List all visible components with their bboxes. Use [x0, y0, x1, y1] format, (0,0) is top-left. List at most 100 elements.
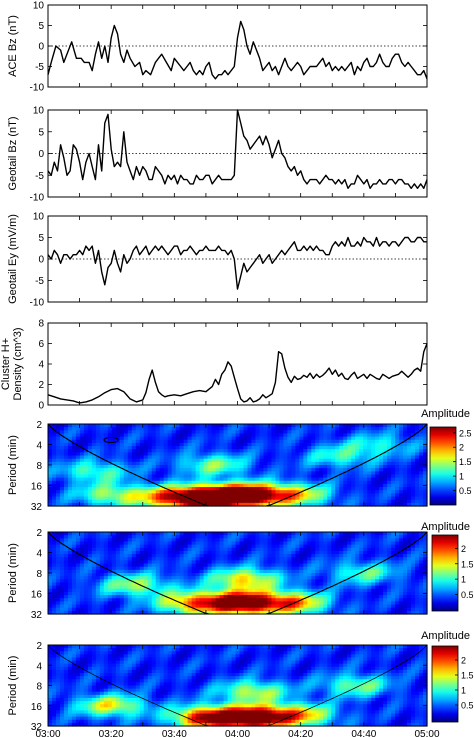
- spectrogram-cell: [135, 601, 141, 606]
- spectrogram-cell: [259, 601, 265, 606]
- spectrogram-cell: [235, 471, 241, 476]
- spectrogram-cell: [48, 573, 53, 577]
- spectrogram-cell: [311, 538, 316, 543]
- spectrogram-cell: [415, 474, 420, 479]
- spectrogram-cell: [255, 554, 261, 558]
- spectrogram-cell: [319, 465, 324, 469]
- spectrogram-cell: [263, 582, 269, 587]
- spectrogram-cell: [299, 573, 304, 577]
- spectrogram-cell: [59, 446, 65, 450]
- spectrogram-cell: [51, 439, 57, 444]
- spectrogram-cell: [71, 604, 77, 609]
- spectrogram-cell: [423, 538, 428, 543]
- spectrogram-cell: [271, 591, 276, 596]
- spectrogram-cell: [147, 601, 153, 606]
- spectrogram-cell: [263, 554, 269, 558]
- spectrogram-cell: [419, 532, 424, 536]
- spectrogram-cell: [131, 452, 137, 457]
- spectrogram-cell: [123, 474, 129, 479]
- spectrogram-cell: [363, 544, 368, 549]
- spectrogram-cell: [71, 424, 77, 428]
- spectrogram-cell: [91, 433, 97, 438]
- spectrogram-cell: [215, 566, 221, 571]
- spectrogram-cell: [123, 582, 129, 587]
- spectrogram-cell: [223, 458, 229, 463]
- spectrogram-cell: [199, 468, 205, 472]
- spectrogram-cell: [48, 557, 53, 561]
- spectrogram-cell: [395, 446, 400, 450]
- spectrogram-cell: [271, 449, 276, 453]
- spectrogram-cell: [175, 563, 181, 568]
- spectrogram-cell: [295, 468, 300, 472]
- spectrogram-cell: [339, 483, 344, 488]
- spectrogram-cell: [415, 569, 420, 574]
- spectrogram-cell: [379, 544, 384, 549]
- spectrogram-cell: [395, 541, 400, 546]
- spectrogram-cell: [251, 493, 257, 498]
- spectrogram-cell: [383, 569, 388, 574]
- spectrogram-cell: [107, 490, 113, 494]
- spectrogram-cell: [123, 598, 129, 602]
- spectrogram-cell: [307, 477, 312, 482]
- spectrogram-cell: [147, 544, 153, 549]
- spectrogram-cell: [287, 585, 292, 590]
- spectrogram-cell: [195, 499, 201, 504]
- spectrogram-cell: [223, 452, 229, 457]
- spectrogram-cell: [235, 598, 241, 602]
- spectrogram-cell: [331, 477, 336, 482]
- spectrogram-cell: [63, 576, 69, 580]
- spectrogram-cell: [131, 532, 137, 536]
- spectrogram-cell: [135, 490, 141, 494]
- spectrogram-cell: [99, 490, 105, 494]
- spectrogram-cell: [231, 490, 237, 494]
- spectrogram-cell: [195, 576, 201, 580]
- spectrogram-cell: [187, 557, 193, 561]
- spectrogram-cell: [347, 532, 352, 536]
- spectrogram-cell: [359, 436, 364, 441]
- spectrogram-cell: [155, 452, 161, 457]
- spectrogram-cell: [307, 544, 312, 549]
- spectrogram-cell: [415, 601, 420, 606]
- spectrogram-cell: [387, 455, 392, 460]
- spectrogram-cell: [163, 569, 169, 574]
- spectrogram-cell: [187, 487, 193, 491]
- spectrogram-cell: [259, 468, 265, 472]
- spectrogram-cell: [339, 535, 344, 539]
- spectrogram-cell: [419, 471, 424, 476]
- spectrogram-cell: [387, 595, 392, 599]
- spectrogram-cell: [151, 560, 157, 565]
- spectrogram-cell: [207, 563, 213, 568]
- spectrogram-cell: [375, 598, 380, 602]
- spectrogram-cell: [219, 427, 225, 431]
- spectrogram-cell: [311, 427, 316, 431]
- spectrogram-cell: [259, 538, 265, 543]
- spectrogram-cell: [227, 547, 233, 552]
- spectrogram-cell: [83, 449, 89, 453]
- spectrogram-cell: [235, 458, 241, 463]
- spectrogram-cell: [363, 446, 368, 450]
- spectrogram-cell: [175, 585, 181, 590]
- spectrogram-cell: [111, 598, 117, 602]
- spectrogram-cell: [391, 496, 396, 501]
- spectrogram-cell: [315, 424, 320, 428]
- spectrogram-cell: [383, 490, 388, 494]
- spectrogram-cell: [323, 601, 328, 606]
- spectrogram-cell: [343, 449, 348, 453]
- spectrogram-cell: [275, 455, 280, 460]
- spectrogram-cell: [99, 480, 105, 485]
- spectrogram-cell: [375, 588, 380, 593]
- spectrogram-cell: [223, 496, 229, 501]
- spectrogram-cell: [399, 446, 404, 450]
- spectrogram-cell: [343, 458, 348, 463]
- spectrogram-cell: [415, 480, 420, 485]
- spectrogram-cell: [383, 544, 388, 549]
- spectrogram-cell: [159, 458, 165, 463]
- spectrogram-cell: [319, 541, 324, 546]
- spectrogram-cell: [359, 554, 364, 558]
- spectrogram-cell: [307, 569, 312, 574]
- spectrogram-cell: [187, 483, 193, 488]
- spectrogram-cell: [239, 560, 245, 565]
- spectrogram-cell: [115, 436, 121, 441]
- spectrogram-cell: [283, 544, 288, 549]
- spectrogram-cell: [307, 532, 312, 536]
